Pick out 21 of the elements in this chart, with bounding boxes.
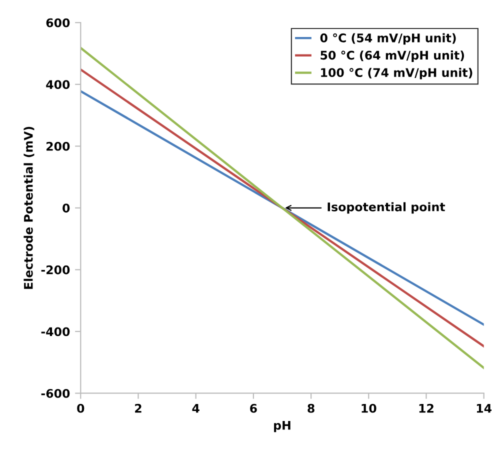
- x-tick-label: 0: [77, 404, 84, 413]
- y-tick-label: 0: [62, 204, 70, 213]
- annotation: Isopotential point: [328, 202, 446, 214]
- y-tick-label: -600: [41, 388, 70, 398]
- legend-label: 0 °C (54 mV/pH unit): [320, 33, 456, 45]
- x-tick-label: 10: [362, 404, 376, 413]
- y-tick-label: 400: [46, 80, 70, 90]
- x-axis-title: pH: [274, 421, 290, 432]
- y-tick-label: 600: [46, 18, 70, 28]
- x-tick-label: 14: [476, 404, 492, 413]
- y-tick-label: -200: [41, 265, 70, 274]
- legend-label: 50 °C (64 mV/pH unit): [320, 50, 464, 62]
- x-tick-label: 2: [135, 404, 142, 413]
- x-tick-label: 6: [250, 404, 257, 413]
- y-tick-label: -400: [41, 327, 70, 336]
- x-tick-label: 8: [308, 404, 314, 413]
- y-tick-label: 200: [46, 142, 70, 151]
- y-axis-title: Electrode Potential (mV): [24, 126, 34, 289]
- x-tick-label: 12: [419, 404, 434, 413]
- legend-label: 100 °C (74 mV/pH unit): [321, 68, 472, 80]
- x-tick-label: 4: [192, 404, 200, 413]
